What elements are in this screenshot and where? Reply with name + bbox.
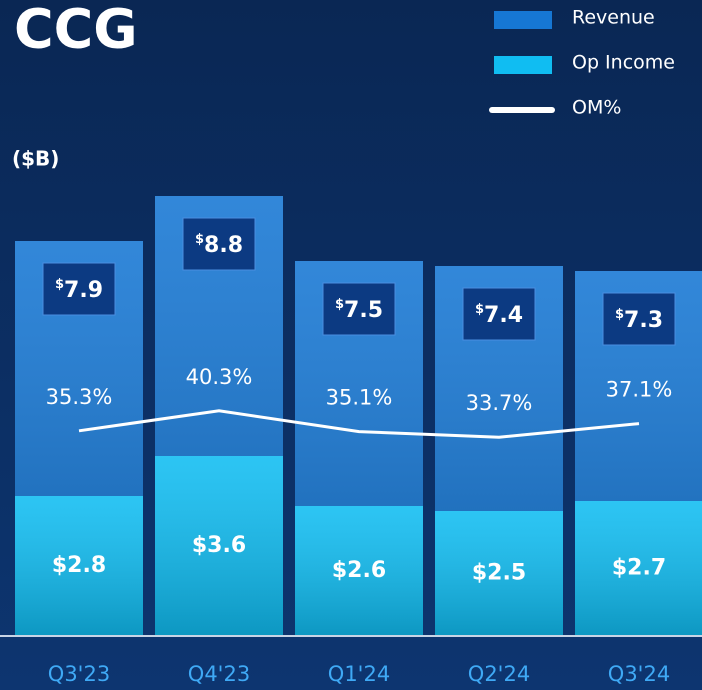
value-label: $7.4 (475, 302, 523, 329)
x-tick-label: Q3'24 (608, 662, 670, 686)
value-label-box (462, 287, 536, 341)
legend-label: Revenue (572, 7, 655, 29)
value-label: $2.6 (332, 558, 386, 583)
legend-swatch (494, 56, 552, 74)
legend-label: OM% (572, 97, 621, 119)
value-label: 37.1% (606, 378, 673, 402)
value-label: $2.7 (612, 556, 666, 581)
value-label-box (42, 262, 116, 316)
bar-shade (575, 501, 702, 636)
value-label: $2.8 (52, 553, 106, 578)
bar-shade (435, 511, 563, 636)
legend-label: Op Income (572, 52, 675, 74)
chart-title: CCG (14, 0, 138, 61)
x-tick-label: Q2'24 (468, 662, 530, 686)
value-label: $7.3 (615, 307, 663, 334)
x-tick-label: Q3'23 (48, 662, 110, 686)
bar-shade (15, 496, 143, 636)
value-label: $8.8 (195, 232, 243, 259)
value-label: $3.6 (192, 533, 246, 558)
value-label: 35.1% (326, 386, 393, 410)
x-tick-label: Q1'24 (328, 662, 390, 686)
bar-shade (295, 506, 423, 636)
x-tick-label: Q4'23 (188, 662, 250, 686)
value-label-box (182, 217, 256, 271)
value-label-box (322, 282, 396, 336)
value-label: $2.5 (472, 561, 526, 586)
value-label: 33.7% (466, 391, 533, 415)
value-label-box (602, 292, 676, 346)
value-label: $7.5 (335, 297, 383, 324)
legend-swatch (494, 11, 552, 29)
unit-label: ($B) (12, 147, 59, 171)
value-label: $7.9 (55, 277, 103, 304)
value-label: 35.3% (46, 385, 113, 409)
value-label: 40.3% (186, 365, 253, 389)
bar-shade (155, 456, 283, 636)
line (78, 409, 640, 439)
